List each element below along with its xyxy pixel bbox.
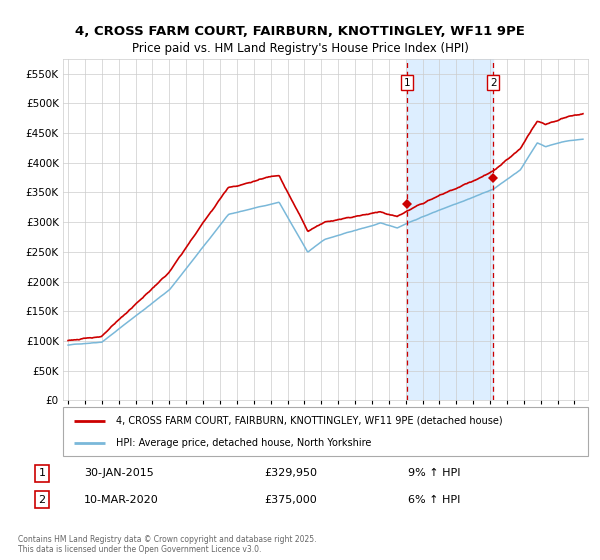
Bar <box>407 59 493 400</box>
Text: 4, CROSS FARM COURT, FAIRBURN, KNOTTINGLEY, WF11 9PE (detached house): 4, CROSS FARM COURT, FAIRBURN, KNOTTINGL… <box>115 416 502 426</box>
Text: 2: 2 <box>490 78 497 87</box>
Text: HPI: Average price, detached house, North Yorkshire: HPI: Average price, detached house, Nort… <box>115 437 371 447</box>
Text: Price paid vs. HM Land Registry's House Price Index (HPI): Price paid vs. HM Land Registry's House … <box>131 42 469 55</box>
Text: £375,000: £375,000 <box>264 494 317 505</box>
Text: Contains HM Land Registry data © Crown copyright and database right 2025.
This d: Contains HM Land Registry data © Crown c… <box>18 535 317 554</box>
Text: £329,950: £329,950 <box>264 468 317 478</box>
Text: 30-JAN-2015: 30-JAN-2015 <box>84 468 154 478</box>
FancyBboxPatch shape <box>63 407 588 456</box>
Text: 10-MAR-2020: 10-MAR-2020 <box>84 494 159 505</box>
Text: 2: 2 <box>38 494 46 505</box>
Text: 1: 1 <box>38 468 46 478</box>
Text: 9% ↑ HPI: 9% ↑ HPI <box>408 468 461 478</box>
Text: 6% ↑ HPI: 6% ↑ HPI <box>408 494 460 505</box>
Text: 1: 1 <box>404 78 410 87</box>
Text: 4, CROSS FARM COURT, FAIRBURN, KNOTTINGLEY, WF11 9PE: 4, CROSS FARM COURT, FAIRBURN, KNOTTINGL… <box>75 25 525 38</box>
